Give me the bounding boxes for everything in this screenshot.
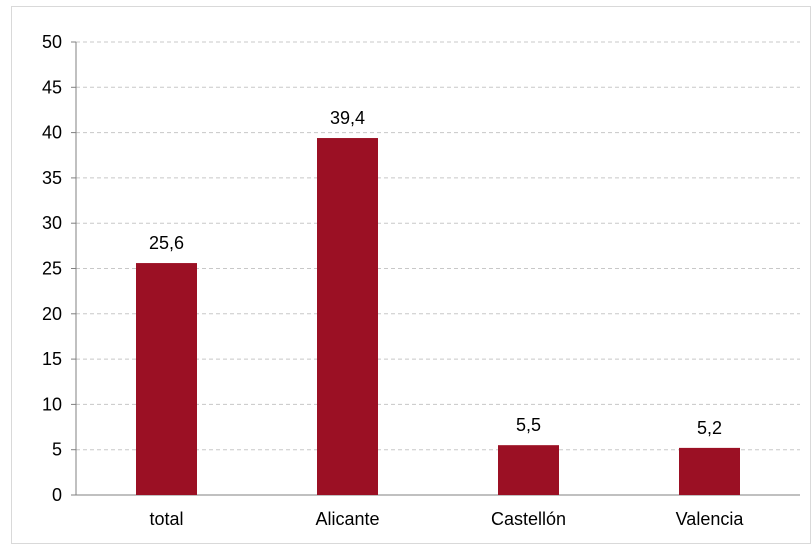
y-tick-label: 30 — [42, 213, 62, 233]
y-tick-label: 20 — [42, 304, 62, 324]
y-tick-label: 45 — [42, 77, 62, 97]
y-tick-label: 25 — [42, 259, 62, 279]
chart-frame: 0 5 10 15 20 25 30 35 40 45 50 25,6 39,4 5,5 5,2 tota… — [11, 6, 811, 544]
x-tick-label: Alicante — [315, 509, 379, 529]
data-label: 5,2 — [697, 418, 722, 438]
bar-1 — [317, 138, 378, 495]
y-tick-label: 40 — [42, 123, 62, 143]
data-label: 5,5 — [516, 415, 541, 435]
x-axis-tick-labels: total Alicante Castellón Valencia — [149, 509, 744, 529]
y-tick-label: 50 — [42, 32, 62, 52]
y-tick-label: 35 — [42, 168, 62, 188]
y-tick-label: 5 — [52, 440, 62, 460]
bar-2 — [498, 445, 559, 495]
data-label: 39,4 — [330, 108, 365, 128]
y-axis-tick-labels: 0 5 10 15 20 25 30 35 40 45 50 — [42, 32, 62, 505]
y-tick-label: 10 — [42, 394, 62, 414]
bar-chart: 0 5 10 15 20 25 30 35 40 45 50 25,6 39,4 5,5 5,2 tota… — [42, 32, 800, 529]
x-tick-label: Valencia — [676, 509, 745, 529]
bar-0 — [136, 263, 197, 495]
x-tick-label: total — [149, 509, 183, 529]
data-labels: 25,6 39,4 5,5 5,2 — [149, 108, 722, 438]
bars — [136, 138, 740, 495]
bar-3 — [679, 447, 740, 495]
y-tick-label: 15 — [42, 349, 62, 369]
x-tick-label: Castellón — [491, 509, 566, 529]
y-tick-label: 0 — [52, 485, 62, 505]
data-label: 25,6 — [149, 233, 184, 253]
